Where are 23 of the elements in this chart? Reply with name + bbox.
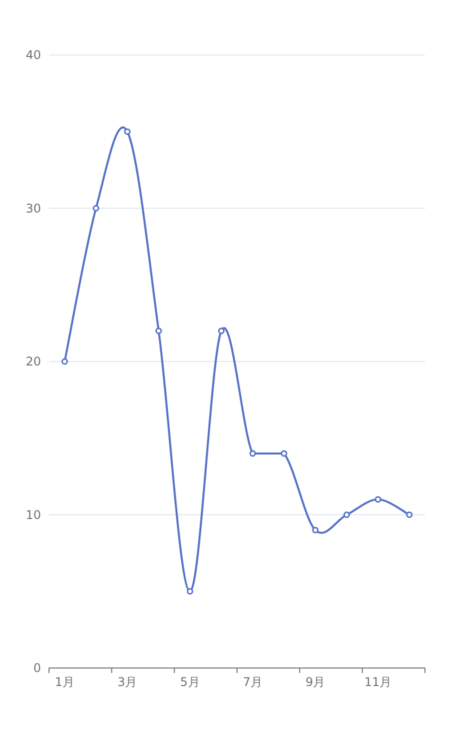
- point: [374, 496, 382, 503]
- y-tick-label: 30: [26, 201, 41, 216]
- point: [92, 205, 100, 212]
- point: [406, 512, 413, 518]
- y-tick-label: 0: [33, 661, 41, 675]
- point: [186, 588, 194, 595]
- x-tick-label: 3月: [118, 675, 138, 689]
- x-tick-label: 11月: [364, 675, 392, 689]
- point: [124, 128, 131, 135]
- y-tick-label: 20: [26, 354, 41, 368]
- point: [312, 526, 319, 534]
- x-tick-label: 9月: [306, 675, 326, 689]
- point: [155, 328, 162, 334]
- x-tick-label: 1月: [54, 675, 74, 689]
- point: [280, 450, 288, 457]
- x-tick-label: 7月: [242, 675, 262, 689]
- y-tick-label: 10: [26, 508, 41, 522]
- point: [218, 328, 225, 334]
- x-tick-label: 5月: [180, 675, 200, 689]
- point: [343, 512, 350, 518]
- y-tick-label: 40: [26, 48, 41, 62]
- point: [249, 450, 256, 457]
- point: [61, 358, 68, 365]
